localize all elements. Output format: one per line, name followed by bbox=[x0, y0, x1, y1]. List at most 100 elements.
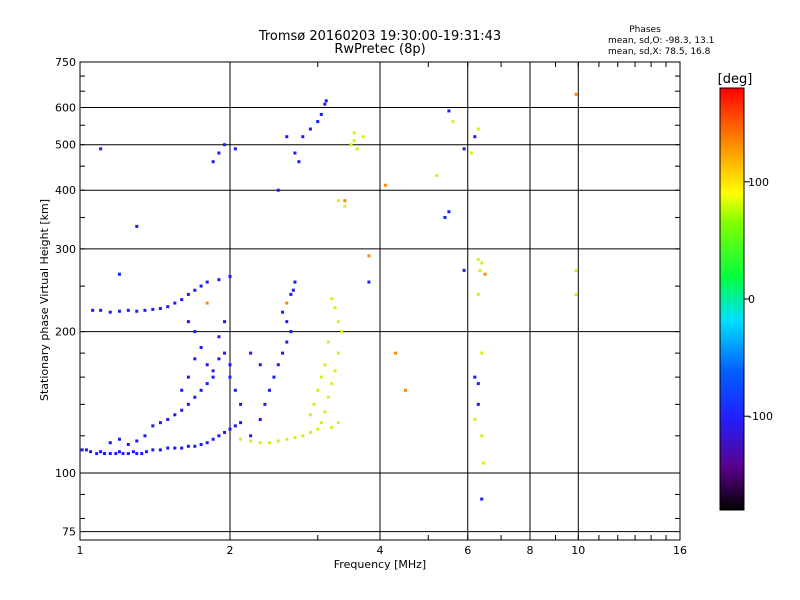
data-point bbox=[108, 441, 112, 445]
data-point bbox=[285, 320, 289, 324]
data-point bbox=[326, 395, 330, 399]
data-point bbox=[476, 402, 480, 406]
data-point bbox=[285, 135, 289, 139]
data-point bbox=[80, 448, 84, 452]
data-point bbox=[394, 351, 398, 355]
data-point bbox=[180, 446, 184, 450]
data-point bbox=[205, 301, 209, 305]
chart-title: Tromsø 20160203 19:30:00-19:31:43 bbox=[258, 29, 501, 44]
data-point bbox=[330, 382, 334, 386]
data-point bbox=[473, 375, 477, 379]
data-point bbox=[319, 112, 323, 116]
data-point bbox=[473, 417, 477, 421]
data-point bbox=[145, 450, 149, 454]
data-point bbox=[217, 278, 221, 282]
data-point bbox=[140, 452, 144, 456]
y-tick-label: 300 bbox=[55, 243, 76, 256]
data-point bbox=[361, 135, 365, 139]
data-point bbox=[151, 448, 155, 452]
data-point bbox=[180, 298, 184, 302]
data-point bbox=[166, 417, 170, 421]
colorbar-tick-label: -100 bbox=[748, 410, 773, 423]
data-point bbox=[89, 450, 93, 454]
data-point bbox=[480, 261, 484, 265]
data-point bbox=[193, 288, 197, 292]
colorbar bbox=[719, 87, 745, 511]
data-point bbox=[199, 442, 203, 446]
data-point bbox=[285, 340, 289, 344]
phase-stats-x: mean, sd,X: 78.5, 16.8 bbox=[608, 47, 711, 57]
data-point bbox=[223, 430, 227, 434]
data-point bbox=[330, 297, 334, 301]
y-tick-label: 100 bbox=[55, 467, 76, 480]
data-point bbox=[228, 427, 232, 431]
data-point bbox=[239, 421, 243, 425]
x-tick-label: 6 bbox=[464, 544, 471, 557]
data-point bbox=[293, 151, 297, 155]
data-point bbox=[135, 439, 139, 443]
data-point bbox=[480, 434, 484, 438]
data-point bbox=[108, 452, 112, 456]
data-point bbox=[316, 120, 320, 124]
x-axis-label: Frequency [MHz] bbox=[334, 558, 426, 571]
data-point bbox=[312, 402, 316, 406]
data-point bbox=[186, 402, 190, 406]
data-point bbox=[276, 363, 280, 367]
chart-subtitle: RwPretec (8p) bbox=[334, 42, 425, 57]
data-point bbox=[336, 199, 340, 203]
data-point bbox=[352, 139, 356, 143]
data-point bbox=[258, 363, 262, 367]
data-point bbox=[223, 320, 227, 324]
data-point bbox=[333, 306, 337, 310]
data-point bbox=[343, 199, 347, 203]
data-point bbox=[217, 335, 221, 339]
data-point bbox=[258, 441, 262, 445]
data-point bbox=[117, 437, 121, 441]
data-point bbox=[267, 388, 271, 392]
data-point bbox=[99, 450, 103, 454]
data-point bbox=[239, 402, 243, 406]
data-point bbox=[228, 375, 232, 379]
data-point bbox=[293, 436, 297, 440]
data-point bbox=[126, 452, 130, 456]
data-point bbox=[319, 375, 323, 379]
data-point bbox=[186, 320, 190, 324]
data-point bbox=[180, 408, 184, 412]
data-point bbox=[340, 330, 344, 334]
y-tick-label: 500 bbox=[55, 139, 76, 152]
data-point bbox=[574, 292, 578, 296]
data-point bbox=[308, 127, 312, 131]
data-point bbox=[285, 301, 289, 305]
x-tick-label: 8 bbox=[527, 544, 534, 557]
data-point bbox=[186, 444, 190, 448]
data-point bbox=[158, 306, 162, 310]
data-point bbox=[193, 357, 197, 361]
data-point bbox=[473, 135, 477, 139]
data-point bbox=[143, 308, 147, 312]
y-tick-label: 75 bbox=[62, 526, 76, 539]
data-point bbox=[263, 402, 267, 406]
data-point bbox=[289, 292, 293, 296]
data-point bbox=[480, 497, 484, 501]
data-point bbox=[135, 309, 139, 313]
data-point bbox=[258, 417, 262, 421]
y-tick-label: 200 bbox=[55, 326, 76, 339]
data-point bbox=[336, 421, 340, 425]
data-point bbox=[233, 147, 237, 151]
data-point bbox=[126, 308, 130, 312]
x-tick-label: 1 bbox=[77, 544, 84, 557]
data-point bbox=[293, 280, 297, 284]
data-point bbox=[117, 309, 121, 313]
data-point bbox=[151, 424, 155, 428]
data-point bbox=[117, 272, 121, 276]
data-point bbox=[443, 215, 447, 219]
data-point bbox=[173, 413, 177, 417]
data-point bbox=[447, 109, 451, 113]
grid-lines bbox=[80, 62, 680, 540]
data-point bbox=[276, 439, 280, 443]
data-point bbox=[316, 427, 320, 431]
data-point bbox=[316, 388, 320, 392]
data-point bbox=[476, 127, 480, 131]
data-point bbox=[199, 388, 203, 392]
data-point bbox=[211, 375, 215, 379]
